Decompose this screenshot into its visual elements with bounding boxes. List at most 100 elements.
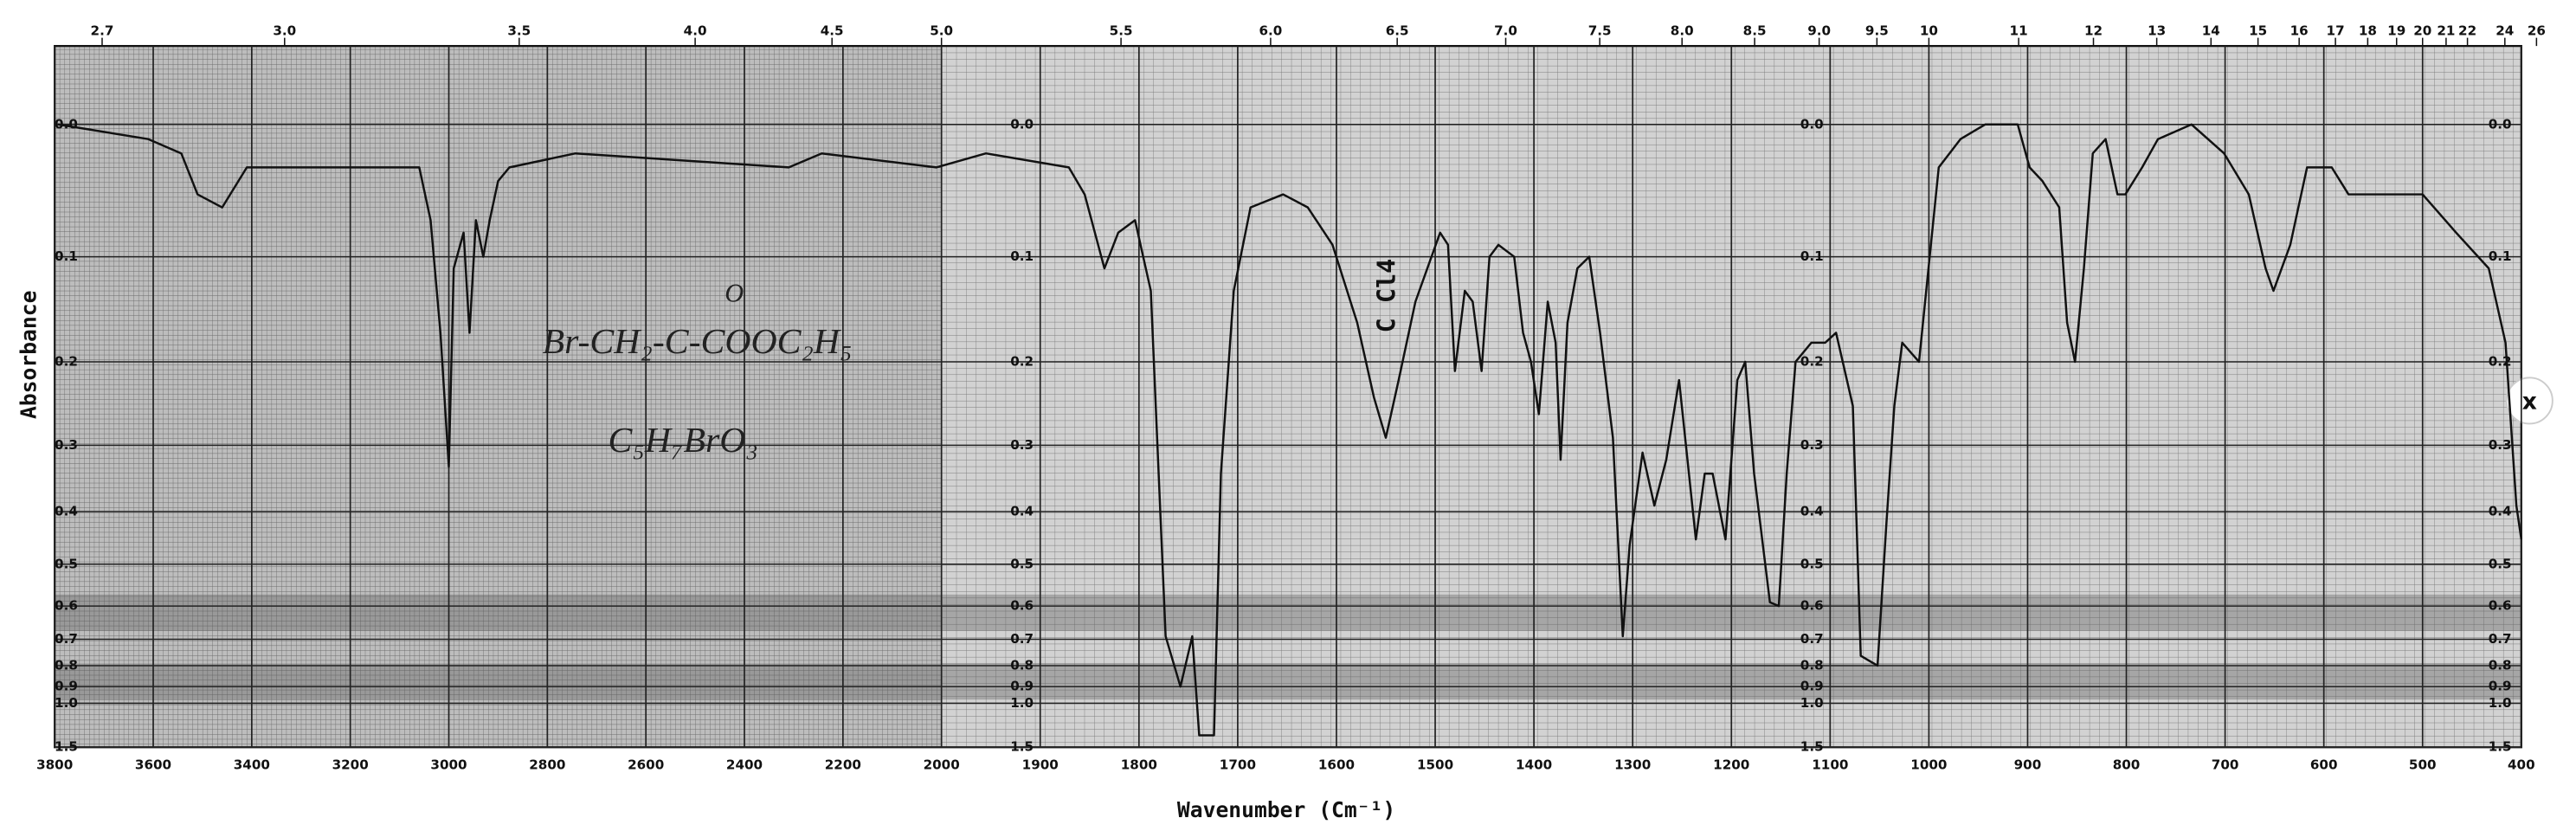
x2-tick-label: 10	[1920, 23, 1938, 39]
y-tick-label: 0.6	[1010, 598, 1034, 614]
x2-tick-label: 15	[2249, 23, 2267, 39]
x2-tick-label: 6.5	[1386, 23, 1409, 39]
y-tick-label: 0.0	[2489, 116, 2512, 132]
y-tick-label: 0.5	[55, 556, 78, 571]
y-tick-label: 0.8	[55, 657, 78, 673]
annotation: Br-CH₂-C-COOC₂H₅	[543, 322, 853, 362]
y-tick-label: 0.8	[2489, 657, 2512, 673]
x-tick-label: 2000	[924, 757, 960, 773]
close-button-circle[interactable]	[2505, 377, 2553, 425]
annotation: C Cl4	[1373, 259, 1401, 333]
x-tick-label: 1000	[1910, 757, 1947, 773]
x-tick-label: 2800	[529, 757, 565, 773]
x2-tick-label: 9.0	[1807, 23, 1831, 39]
annotation: C₅H₇BrO₃	[609, 421, 758, 461]
y-tick-label: 0.6	[55, 598, 78, 614]
y-tick-label: 0.5	[1800, 556, 1824, 571]
y-tick-label: 1.5	[1010, 739, 1034, 755]
x-tick-label: 3600	[135, 757, 171, 773]
x-tick-label: 1900	[1022, 757, 1059, 773]
annotation: O	[724, 278, 744, 307]
x-tick-label: 500	[2409, 757, 2437, 773]
y-tick-label: 0.0	[55, 116, 78, 132]
y-tick-label: 0.1	[1800, 248, 1824, 264]
x2-tick-label: 21	[2437, 23, 2455, 39]
x2-tick-label: 4.5	[821, 23, 844, 39]
x2-tick-label: 5.0	[930, 23, 953, 39]
x-tick-label: 2600	[628, 757, 664, 773]
x2-tick-label: 22	[2458, 23, 2476, 39]
x2-tick-label: 20	[2413, 23, 2431, 39]
close-button-label[interactable]: x	[2522, 388, 2537, 415]
close-button[interactable]: x	[2505, 377, 2553, 425]
x2-tick-label: 9.5	[1865, 23, 1889, 39]
x-tick-label: 1800	[1121, 757, 1157, 773]
x-tick-label: 1400	[1516, 757, 1552, 773]
x2-tick-label: 18	[2359, 23, 2377, 39]
x-tick-label: 900	[2014, 757, 2042, 773]
y-tick-label: 0.8	[1800, 657, 1824, 673]
x-tick-label: 2200	[825, 757, 861, 773]
x2-tick-label: 14	[2202, 23, 2220, 39]
y-tick-label: 0.7	[1800, 631, 1824, 647]
x2-tick-label: 11	[2010, 23, 2028, 39]
spectrum-line	[57, 123, 2523, 737]
y-tick-label: 0.2	[1010, 353, 1034, 369]
x2-tick-label: 7.5	[1588, 23, 1612, 39]
y-tick-label: 0.3	[1010, 437, 1034, 453]
x-tick-label: 1200	[1713, 757, 1749, 773]
x-tick-label: 2400	[726, 757, 763, 773]
y-tick-label: 1.0	[2489, 695, 2512, 711]
x2-tick-label: 19	[2387, 23, 2405, 39]
y-tick-label: 0.5	[1010, 556, 1034, 571]
x-axis-title: Wavenumber (Cm⁻¹)	[1177, 797, 1395, 822]
x-tick-label: 1100	[1812, 757, 1848, 773]
x2-tick-label: 8.5	[1743, 23, 1767, 39]
y-tick-label: 0.2	[55, 353, 78, 369]
y-tick-label: 0.9	[2489, 679, 2512, 694]
x-tick-label: 3800	[36, 757, 73, 773]
x2-tick-label: 2.7	[91, 23, 114, 39]
x-tick-label: 700	[2212, 757, 2239, 773]
y-tick-label: 0.7	[1010, 631, 1034, 647]
x2-tick-label: 12	[2084, 23, 2103, 39]
y-tick-label: 0.1	[2489, 248, 2512, 264]
x-tick-label: 1300	[1614, 757, 1651, 773]
y-tick-label: 1.0	[1010, 695, 1034, 711]
y-tick-label: 0.3	[55, 437, 78, 453]
x-tick-label: 3400	[234, 757, 270, 773]
y-axis-title: Absorbance	[16, 291, 42, 419]
y-tick-label: 0.3	[1800, 437, 1824, 453]
x-tick-label: 3200	[332, 757, 369, 773]
y-tick-label: 1.0	[1800, 695, 1824, 711]
x2-tick-label: 13	[2148, 23, 2166, 39]
x2-tick-label: 8.0	[1671, 23, 1694, 39]
y-tick-label: 0.1	[55, 248, 78, 264]
y-tick-label: 0.1	[1010, 248, 1034, 264]
x-tick-label: 1500	[1417, 757, 1453, 773]
x-tick-label: 1700	[1220, 757, 1256, 773]
y-tick-label: 0.9	[1800, 679, 1824, 694]
y-tick-label: 0.6	[2489, 598, 2512, 614]
y-tick-label: 0.4	[55, 503, 78, 519]
y-tick-label: 0.4	[1800, 503, 1824, 519]
x-tick-label: 600	[2310, 757, 2338, 773]
x2-tick-label: 3.5	[507, 23, 531, 39]
y-tick-label: 0.0	[1010, 116, 1034, 132]
y-tick-label: 0.7	[2489, 631, 2512, 647]
y-tick-label: 0.9	[55, 679, 78, 694]
y-tick-label: 0.6	[1800, 598, 1824, 614]
dense-band	[55, 663, 2521, 700]
y-tick-label: 0.5	[2489, 556, 2512, 571]
x2-tick-label: 4.0	[684, 23, 707, 39]
y-tick-label: 0.7	[55, 631, 78, 647]
y-tick-label: 1.5	[1800, 739, 1824, 755]
x2-tick-label: 7.0	[1494, 23, 1517, 39]
y-tick-label: 0.4	[2489, 503, 2512, 519]
x-tick-label: 3000	[430, 757, 467, 773]
x2-tick-label: 3.0	[273, 23, 296, 39]
y-tick-label: 1.5	[2489, 739, 2512, 755]
x2-tick-label: 24	[2496, 23, 2514, 39]
x2-tick-label: 5.5	[1110, 23, 1133, 39]
